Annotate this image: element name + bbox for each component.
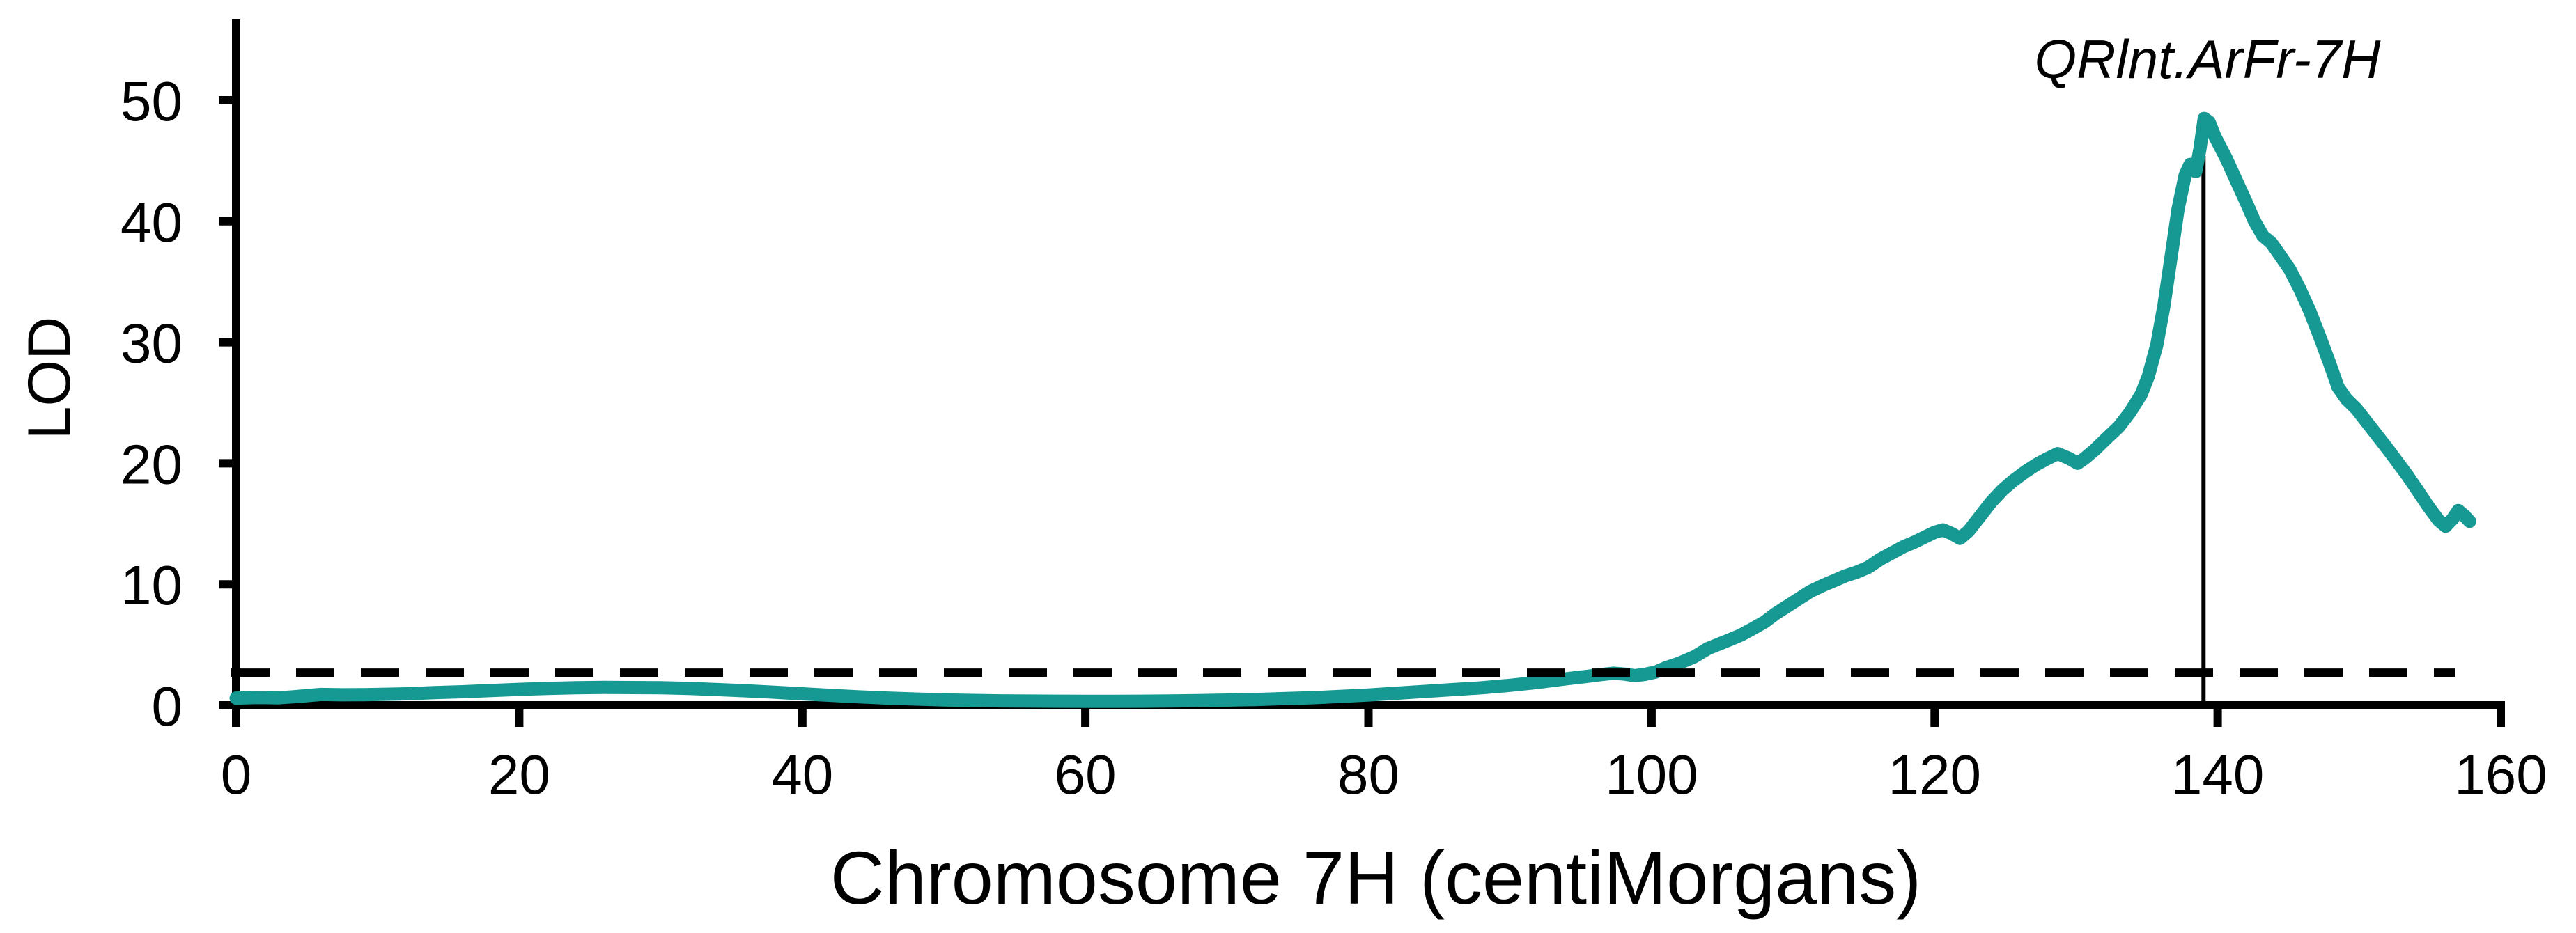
y-tick-label-40: 40 <box>121 191 183 253</box>
qtl-annotation-label: QRlnt.ArFr-7H <box>2035 29 2382 90</box>
x-tick-label-60: 60 <box>1055 744 1117 806</box>
y-tick-label-50: 50 <box>121 70 183 132</box>
lod-curve <box>229 111 2476 708</box>
y-tick-label-20: 20 <box>121 433 183 495</box>
y-axis-ticks <box>219 96 236 709</box>
x-axis-ticks <box>232 705 2505 727</box>
x-tick-label-80: 80 <box>1337 744 1399 806</box>
x-tick-label-20: 20 <box>488 744 550 806</box>
x-axis-title: Chromosome 7H (centiMorgans) <box>830 836 1922 920</box>
x-tick-label-160: 160 <box>2454 744 2547 806</box>
x-tick-labels: 0 20 40 60 80 100 120 140 160 <box>221 744 2547 806</box>
y-tick-labels: 0 10 20 30 40 50 <box>121 70 183 737</box>
y-tick-label-10: 10 <box>121 554 183 616</box>
y-tick-label-0: 0 <box>152 675 183 737</box>
x-tick-label-140: 140 <box>2171 744 2264 806</box>
y-tick-label-30: 30 <box>121 313 183 375</box>
x-tick-label-0: 0 <box>221 744 252 806</box>
x-tick-label-100: 100 <box>1605 744 1698 806</box>
x-tick-label-120: 120 <box>1888 744 1981 806</box>
x-tick-label-40: 40 <box>771 744 833 806</box>
y-axis-title: LOD <box>16 317 83 440</box>
